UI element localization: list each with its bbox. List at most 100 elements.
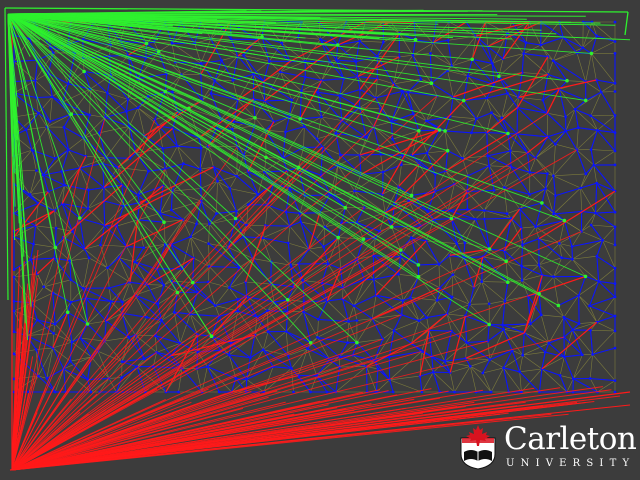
blue-edge [552,60,586,83]
blue-edge [285,126,305,133]
blue-node [34,348,38,351]
blue-edge [486,132,489,156]
blue-node [53,322,57,326]
green-fan-edge [7,13,616,26]
blue-edge [529,171,548,175]
blue-edge [287,355,292,369]
blue-edge [297,375,311,393]
red-edge [235,170,288,219]
mesh-edge [287,299,304,312]
blue-edge [297,248,310,265]
blue-edge [596,79,616,84]
mesh-edge [321,59,337,81]
logo-subtitle: UNIVERSITY [506,458,636,469]
mesh-edge [221,99,239,120]
mesh-edge [319,207,346,213]
blue-edge [190,223,198,238]
mesh-edge [317,321,349,338]
mesh-edge [444,130,448,151]
blue-edge [320,147,324,176]
blue-node [246,203,250,207]
mesh-edge [579,321,597,324]
red-fan-edge [11,361,19,471]
red-edge [156,244,172,270]
mesh-edge [289,116,305,127]
blue-edge [389,350,422,358]
mesh-edge [267,310,287,332]
mesh-edge [207,266,210,283]
blue-edge [83,71,108,94]
mesh-edge [486,97,502,118]
blue-node [335,58,338,62]
blue-edge [375,294,404,302]
red-edge [465,332,525,359]
blue-edge [590,130,598,150]
blue-edge [190,313,220,317]
blue-edge [547,73,568,82]
blue-edge [300,76,306,92]
mesh-edge [512,350,523,356]
blue-edge [37,59,49,74]
blue-edge [456,243,465,258]
blue-node [613,149,617,153]
mesh-edge [54,323,73,343]
blue-node [451,273,455,276]
blue-edge [183,163,201,170]
blue-edge [357,76,361,90]
blue-node [397,272,400,276]
mesh-edge [382,155,403,173]
mesh-edge [246,204,249,226]
blue-edge [352,354,375,362]
mesh-edge [83,117,106,139]
red-edge [450,191,468,219]
blue-node [455,242,459,246]
blue-edge [165,163,184,170]
mesh-edge [482,367,504,374]
mesh-edge [264,157,267,172]
blue-edge [356,221,380,232]
mesh-edge [89,88,91,115]
mesh-edge [63,237,71,261]
mesh-edge [375,83,394,99]
green-fan-edge [7,13,419,266]
blue-edge [339,95,360,109]
blue-node [552,212,555,216]
mesh-edge [487,341,491,360]
mesh-edge [245,281,271,285]
blue-edge [121,361,138,368]
blue-node [524,41,528,45]
red-edge [341,78,378,121]
blue-edge [486,132,508,135]
red-edge [518,79,597,98]
mesh-edge [555,143,577,151]
red-fan-edge [11,338,383,471]
blue-edge [69,260,72,280]
mesh-edge [345,190,355,208]
blue-node [613,225,617,229]
blue-edge [448,208,468,211]
blue-node [63,183,66,187]
blue-edge [510,217,522,229]
blue-node [577,322,581,325]
blue-edge [242,236,254,259]
mesh-edge [229,175,238,189]
mesh-edge [52,341,72,349]
mesh-edge [411,130,420,156]
red-fan-edge [11,283,271,471]
blue-node [425,151,429,155]
mesh-edge [256,39,270,62]
blue-node [70,340,74,344]
mesh-edge [505,261,523,281]
blue-edge [356,342,375,362]
blue-node [502,328,505,331]
mesh-edge [510,150,528,153]
blue-node [12,330,16,334]
blue-node [470,131,473,135]
mesh-edge [447,313,466,317]
mesh-edge [470,359,490,367]
mesh-edge [447,70,468,77]
blue-node [534,225,538,229]
blue-edge [339,88,361,97]
blue-edge [491,63,500,77]
mesh-edge [504,280,523,301]
